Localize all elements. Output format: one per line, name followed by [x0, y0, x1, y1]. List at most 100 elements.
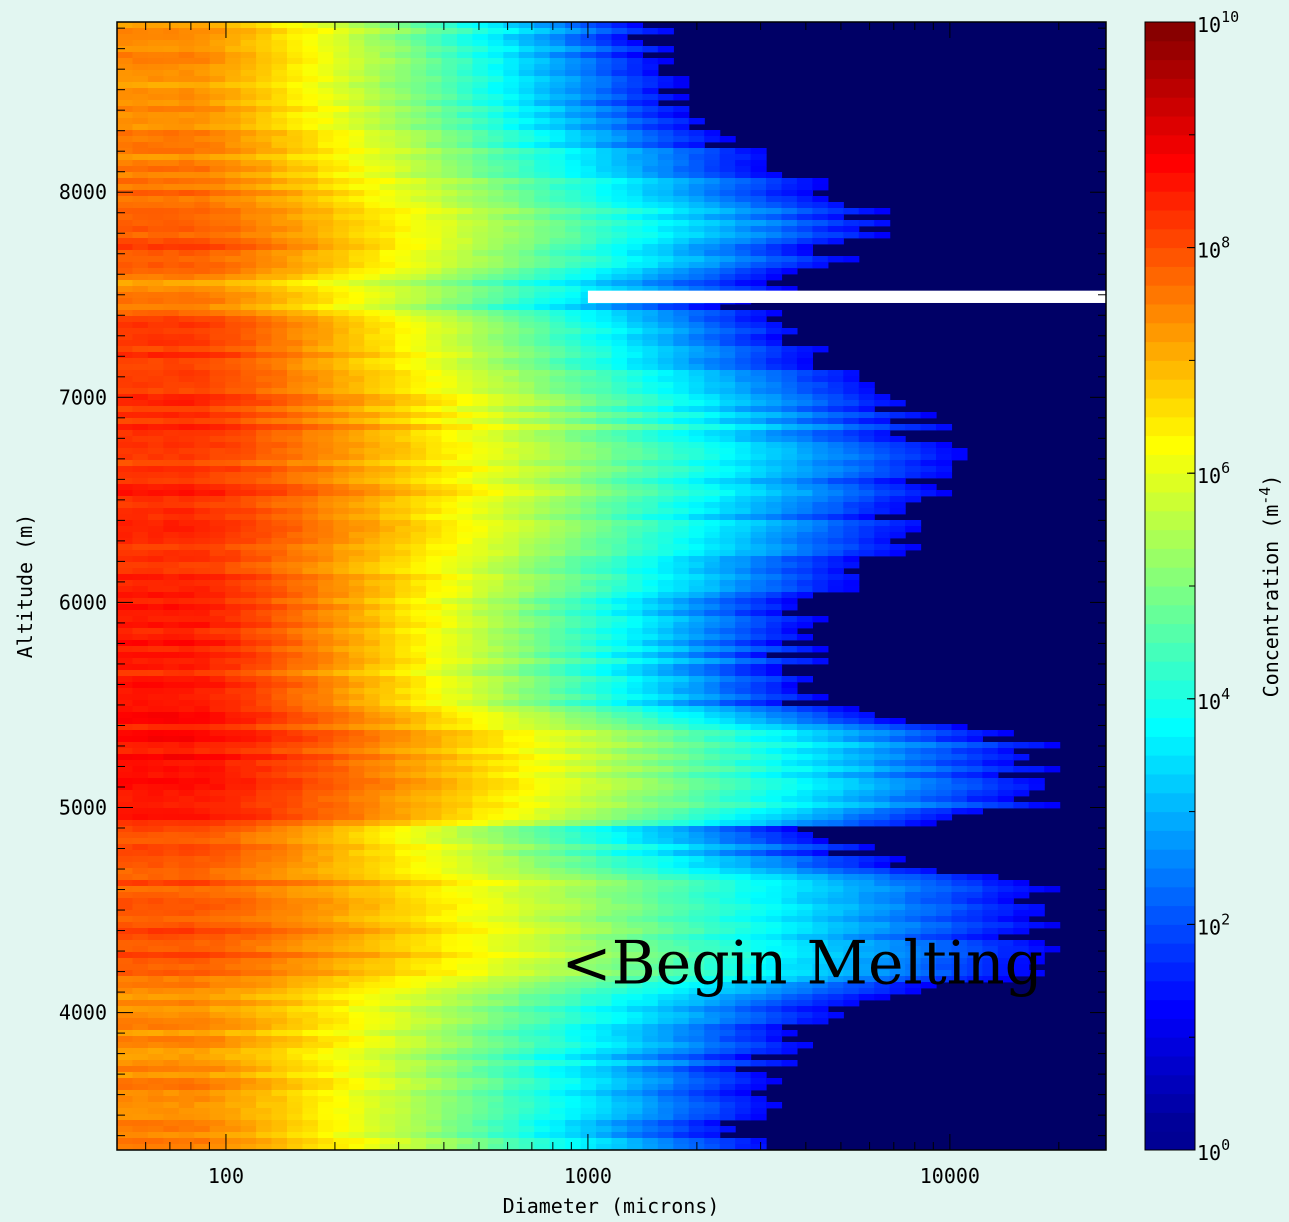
- heatmap-row: [117, 754, 1030, 761]
- heatmap-row: [117, 364, 813, 371]
- heatmap-row: [117, 1024, 783, 1031]
- heatmap-row: [117, 898, 1014, 905]
- heatmap-row: [117, 34, 628, 41]
- heatmap-row: [117, 112, 690, 119]
- colorbar-band: [1145, 811, 1195, 831]
- heatmap-row: [117, 598, 798, 605]
- heatmap-row: [117, 352, 813, 359]
- heatmap-row: [117, 346, 829, 353]
- heatmap-row: [117, 1054, 752, 1061]
- colorbar-band: [1145, 604, 1195, 625]
- heatmap-row: [117, 256, 860, 263]
- heatmap-row: [117, 742, 1061, 749]
- heatmap-row: [117, 880, 1030, 887]
- colorbar-band: [1145, 360, 1195, 380]
- heatmap-row: [117, 628, 798, 635]
- colorbar: 100 102 104 106 108 1010 Concentration (m-4): [1144, 8, 1283, 1165]
- colorbar-band: [1145, 435, 1195, 455]
- heatmap-row: [117, 676, 813, 683]
- colorbar-tick-label: 100: [1197, 1136, 1230, 1165]
- heatmap-row: [117, 196, 829, 203]
- heatmap-row: [117, 580, 860, 587]
- plot-frame: [116, 21, 1107, 1151]
- colorbar-band: [1145, 886, 1195, 907]
- heatmap-row: [117, 1066, 736, 1073]
- heatmap-row: [117, 226, 860, 233]
- colorbar-band: [1145, 661, 1195, 681]
- heatmap-row: [117, 58, 674, 65]
- y-tick-label: 8000: [59, 180, 107, 204]
- heatmap-row: [117, 700, 783, 707]
- heatmap-row: [117, 370, 860, 377]
- heatmap-row: [117, 616, 829, 623]
- colorbar-band: [1145, 510, 1195, 531]
- heatmap-plot-area: [117, 22, 1106, 1150]
- colorbar-band: [1145, 943, 1195, 963]
- heatmap-row: [117, 52, 643, 59]
- y-axis-title: Altitude (m): [13, 514, 37, 659]
- heatmap-row: [117, 940, 1045, 947]
- colorbar-band: [1145, 1093, 1195, 1113]
- heatmap-row: [117, 1120, 721, 1127]
- heatmap-row: [117, 382, 875, 389]
- heatmap-row: [117, 988, 922, 995]
- heatmap-row: [117, 448, 968, 455]
- heatmap-row: [117, 688, 798, 695]
- heatmap-row: [117, 286, 798, 293]
- heatmap-row: [117, 118, 705, 125]
- heatmap-row: [117, 400, 906, 407]
- heatmap-row: [117, 1012, 844, 1019]
- data-gap-band: [587, 290, 1106, 303]
- heatmap-row: [117, 964, 1030, 971]
- heatmap-row: [117, 460, 953, 467]
- heatmap-row: [117, 652, 767, 659]
- colorbar-band: [1145, 416, 1195, 437]
- heatmap-row: [117, 406, 875, 413]
- colorbar-band: [1145, 398, 1195, 418]
- colorbar-band: [1145, 567, 1195, 587]
- heatmap-row: [117, 1126, 736, 1133]
- heatmap-row: [117, 856, 906, 863]
- colorbar-band: [1145, 1131, 1195, 1151]
- colorbar-band: [1145, 247, 1195, 267]
- heatmap-row: [117, 982, 937, 989]
- colorbar-band: [1145, 1018, 1195, 1038]
- heatmap-row: [117, 634, 813, 641]
- heatmap-row: [117, 1084, 767, 1091]
- heatmap-row: [117, 202, 844, 209]
- heatmap-row: [117, 496, 922, 503]
- heatmap-row: [117, 160, 767, 167]
- colorbar-band: [1145, 830, 1195, 850]
- heatmap-row: [117, 190, 813, 197]
- heatmap-row: [117, 166, 767, 173]
- heatmap-row: [117, 1072, 767, 1079]
- heatmap-row: [117, 694, 829, 701]
- heatmap-row: [117, 778, 1045, 785]
- heatmap-row: [117, 838, 829, 845]
- heatmap-row: [117, 640, 783, 647]
- heatmap-row: [117, 1060, 798, 1067]
- heatmap-row: [117, 736, 983, 743]
- heatmap-row: [117, 46, 674, 53]
- colorbar-band: [1145, 1074, 1195, 1095]
- colorbar-band: [1145, 304, 1195, 324]
- heatmap-row: [117, 40, 643, 47]
- colorbar-band: [1145, 454, 1195, 474]
- colorbar-band: [1145, 97, 1195, 117]
- heatmap-row: [117, 178, 829, 185]
- heatmap-row: [117, 910, 1045, 917]
- heatmap-row: [117, 124, 690, 131]
- colorbar-band: [1145, 868, 1195, 888]
- heatmap-row: [117, 1132, 721, 1139]
- heatmap-row: [117, 508, 906, 515]
- heatmap-row: [117, 850, 829, 857]
- colorbar-band: [1145, 322, 1195, 343]
- heatmap-row: [117, 442, 953, 449]
- heatmap-row: [117, 214, 844, 221]
- colorbar-band: [1145, 210, 1195, 230]
- heatmap-row: [117, 526, 922, 533]
- heatmap-row: [117, 244, 813, 251]
- heatmap-row: [117, 622, 813, 629]
- heatmap-row: [117, 28, 674, 35]
